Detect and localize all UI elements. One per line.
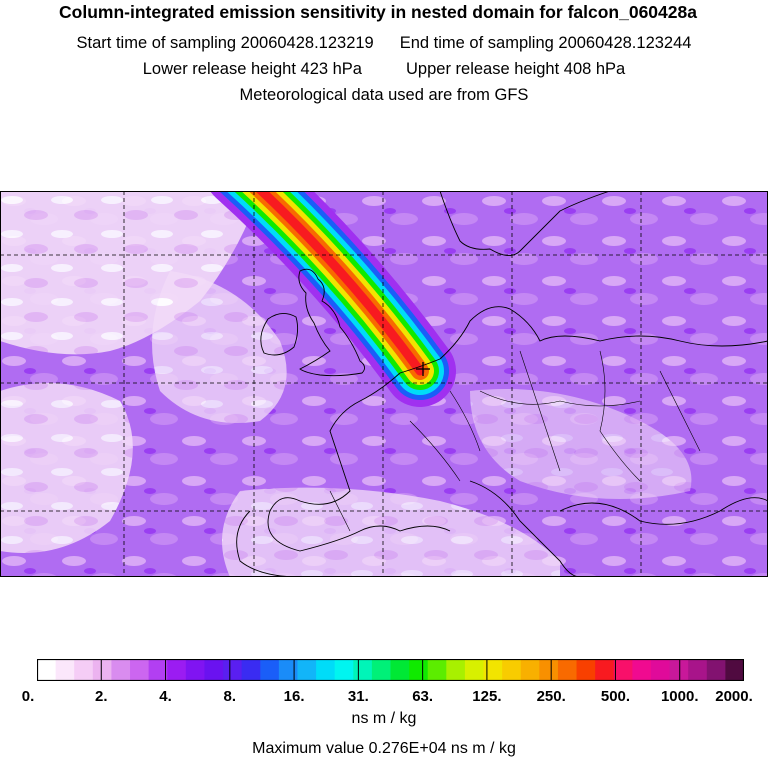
colorbar-tick-label: 8. [223, 688, 237, 705]
colorbar-cell [557, 659, 578, 681]
colorbar-tick-label: 2000. [715, 688, 753, 705]
release-heights: Lower release height 423 hPa Upper releas… [0, 60, 768, 79]
colorbar-units: ns m / kg [351, 710, 417, 727]
start-sampling-text: Start time of sampling 20060428.123219 [76, 34, 374, 52]
maximum-value-text: Maximum value 0.276E+04 ns m / kg [252, 740, 516, 757]
colorbar-cell [223, 659, 243, 681]
colorbar-cell [55, 659, 75, 681]
coastline-iberia [236, 510, 301, 577]
colorbar-tick-label: 0. [21, 688, 35, 705]
colorbar-cell [464, 659, 485, 681]
plume-band-7 [255, 191, 425, 376]
colorbar [37, 659, 744, 681]
borders [329, 350, 701, 532]
colorbar-tick-label: 16. [283, 688, 305, 705]
colorbar-cell [111, 659, 131, 681]
cross-icon [416, 362, 430, 376]
pale-region-east [470, 389, 692, 499]
colorbar-cell [669, 659, 689, 681]
colorbar-cell [390, 659, 410, 681]
colorbar-cell [334, 659, 354, 681]
lower-release-text: Lower release height 423 hPa [142, 60, 362, 78]
colorbar-cell [650, 659, 671, 681]
pale-region-center [152, 271, 287, 423]
colorbar-tick-label: 4. [159, 688, 172, 705]
colorbar-cell [446, 659, 466, 681]
coastline-continent [399, 306, 768, 374]
colorbar-tick-label: 63. [412, 688, 434, 705]
colorbar-cell [483, 659, 503, 681]
colorbar-cell [260, 659, 280, 681]
coastline-italy [469, 480, 581, 577]
upper-release-text: Upper release height 408 hPa [406, 60, 626, 78]
colorbar-cell [37, 659, 57, 681]
colorbar-cell [185, 659, 206, 681]
end-sampling-text: End time of sampling 20060428.123244 [399, 34, 692, 52]
colorbar-tick-label: 2. [95, 688, 108, 705]
colorbar-cell [409, 659, 429, 681]
colorbar-cell [353, 659, 373, 681]
colorbar-cell [613, 659, 633, 681]
colorbar-cell [204, 659, 224, 681]
pale-region-west [0, 383, 133, 553]
graticule [0, 191, 768, 577]
colorbar-tick-label: 31. [347, 688, 369, 705]
colorbar-cell [706, 659, 726, 681]
colorbar-cell [241, 659, 261, 681]
pale-region-south [222, 487, 560, 577]
coastlines [236, 191, 768, 577]
colorbar-tick-label: 125. [472, 688, 502, 705]
colorbar-cell [316, 659, 336, 681]
coastline-balkans [559, 497, 768, 525]
colorbar-tick-label: 250. [536, 688, 566, 705]
colorbar-cell [130, 659, 150, 681]
pale-region-northwest [0, 191, 260, 355]
colorbar-cell [502, 659, 522, 681]
met-data-text: Meteorological data used are from GFS [239, 86, 529, 104]
sampling-times: Start time of sampling 20060428.123219 En… [0, 34, 768, 53]
coastline-ireland [260, 313, 299, 356]
coastline-britain [298, 268, 365, 377]
colorbar-cell [427, 659, 447, 681]
colorbar-cell [148, 659, 168, 681]
colorbar-cell [167, 659, 187, 681]
colorbar-tick-label: 500. [600, 688, 631, 705]
plot-title: Column-integrated emission sensitivity i… [59, 2, 697, 22]
colorbar-cell [520, 659, 540, 681]
colorbar-cell [576, 659, 596, 681]
coastline-france [267, 372, 451, 552]
colorbar-cell [539, 659, 559, 681]
colorbar-cells [37, 659, 744, 681]
colorbar-cell [74, 659, 94, 681]
colorbar-ticks [100, 659, 681, 681]
coastline-scandinavia [439, 191, 611, 256]
colorbar-cell [688, 659, 708, 681]
colorbar-cell [632, 659, 652, 681]
colorbar-tick-label: 1000. [660, 688, 699, 705]
colorbar-cell [297, 659, 317, 681]
colorbar-cell [92, 659, 113, 681]
colorbar-cell [278, 659, 299, 681]
colorbar-cell [725, 659, 744, 681]
colorbar-cell [371, 659, 392, 681]
colorbar-cell [595, 659, 615, 681]
emission-sensitivity-map [0, 191, 768, 577]
plume [210, 191, 456, 407]
